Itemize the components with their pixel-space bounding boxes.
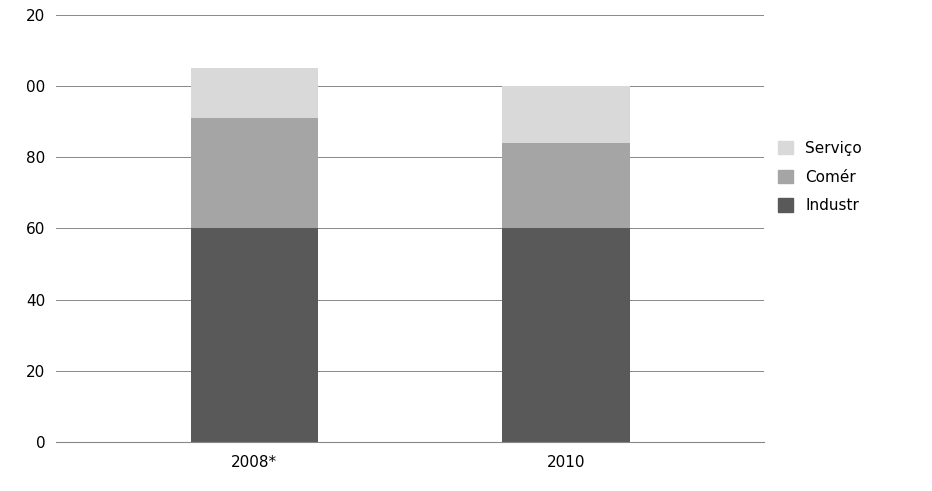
Bar xyxy=(502,86,630,143)
Bar xyxy=(190,118,318,228)
Bar xyxy=(190,68,318,118)
Bar xyxy=(502,228,630,442)
Bar xyxy=(502,143,630,228)
Bar xyxy=(190,228,318,442)
Legend: Serviço, Comér, Industr: Serviço, Comér, Industr xyxy=(772,135,869,219)
